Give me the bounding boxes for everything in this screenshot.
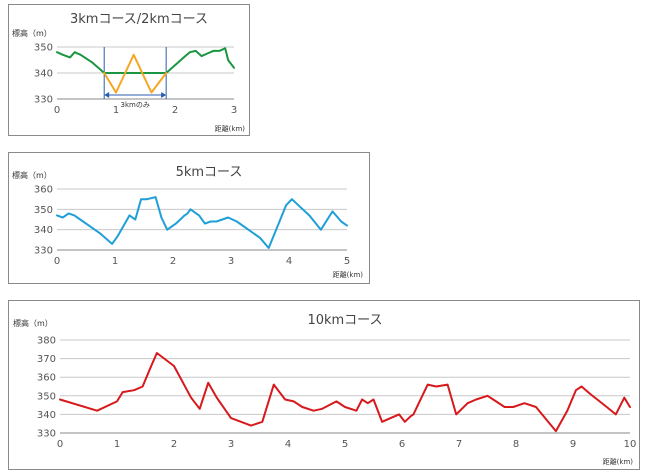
chart-title: 10kmコース xyxy=(307,313,382,328)
x-tick-label: 0 xyxy=(54,105,60,116)
x-tick-label: 0 xyxy=(57,439,63,450)
series-line-1 xyxy=(56,47,235,74)
y-tick-label: 350 xyxy=(34,205,53,216)
x-tick-label: 7 xyxy=(456,439,462,450)
y-axis-label: 標高（m） xyxy=(12,170,52,180)
x-tick-label: 3 xyxy=(231,105,237,116)
y-tick-label: 340 xyxy=(34,225,53,236)
x-axis-label: 距離(km) xyxy=(603,457,634,466)
x-tick-label: 8 xyxy=(513,439,519,450)
y-tick-label: 350 xyxy=(37,391,56,402)
x-tick-label: 4 xyxy=(286,256,292,267)
chart-10km-svg: 10kmコース 標高（m） 距離(km) 330 340 350 360 370 380 0 1 2 3… xyxy=(13,313,637,466)
y-tick-label: 330 xyxy=(34,246,53,257)
x-axis-label: 距離(km) xyxy=(333,270,364,279)
series-line-2 xyxy=(103,53,168,94)
x-tick-label: 4 xyxy=(285,439,291,450)
annotation-arrow-right-head xyxy=(161,92,167,98)
x-tick-label: 9 xyxy=(570,439,576,450)
y-tick-label: 330 xyxy=(37,429,56,440)
x-tick-label: 2 xyxy=(170,256,176,267)
x-tick-label: 3 xyxy=(228,256,234,267)
x-tick-label: 2 xyxy=(172,105,178,116)
y-tick-label: 350 xyxy=(34,43,53,54)
x-tick-label: 6 xyxy=(399,439,405,450)
chart-title: 3kmコース/2kmコース xyxy=(70,12,208,27)
y-tick-label: 340 xyxy=(34,69,53,80)
annotation-label: 3kmのみ xyxy=(121,101,150,109)
y-tick-label: 330 xyxy=(34,95,53,106)
chart-3km-2km: 3kmコース/2kmコース標高（m） 距離(km) 330 340 350 0 1 2 3 3km… xyxy=(8,4,250,136)
y-axis-label: 標高（m） xyxy=(12,28,52,38)
x-tick-label: 10 xyxy=(624,439,637,450)
y-tick-label: 370 xyxy=(37,354,56,365)
annotation-arrow-left-head xyxy=(104,92,110,98)
x-tick-label: 1 xyxy=(113,105,119,116)
chart-title: 5kmコース xyxy=(176,165,243,180)
x-tick-label: 5 xyxy=(342,439,348,450)
chart-5km: 5kmコース 標高（m） 距離(km) 330 340 350 360 0 1 2 3 4 5 xyxy=(8,152,370,284)
chart-10km: 10kmコース 標高（m） 距離(km) 330 340 350 360 370 380 0 1 2 3… xyxy=(8,300,640,470)
y-tick-label: 380 xyxy=(37,336,56,347)
x-tick-label: 2 xyxy=(171,439,177,450)
series-line-1 xyxy=(56,196,348,249)
chart-5km-svg: 5kmコース 標高（m） 距離(km) 330 340 350 360 0 1 2 3 4 5 xyxy=(12,165,364,279)
x-tick-label: 1 xyxy=(112,256,118,267)
series-line-1 xyxy=(59,352,631,433)
x-tick-label: 0 xyxy=(54,256,60,267)
x-axis-label: 距離(km) xyxy=(215,124,246,133)
x-tick-label: 5 xyxy=(344,256,350,267)
y-tick-label: 360 xyxy=(34,185,53,196)
x-tick-label: 1 xyxy=(114,439,120,450)
y-tick-label: 340 xyxy=(37,410,56,421)
y-tick-label: 360 xyxy=(37,373,56,384)
x-tick-label: 3 xyxy=(228,439,234,450)
y-axis-label: 標高（m） xyxy=(13,318,53,328)
